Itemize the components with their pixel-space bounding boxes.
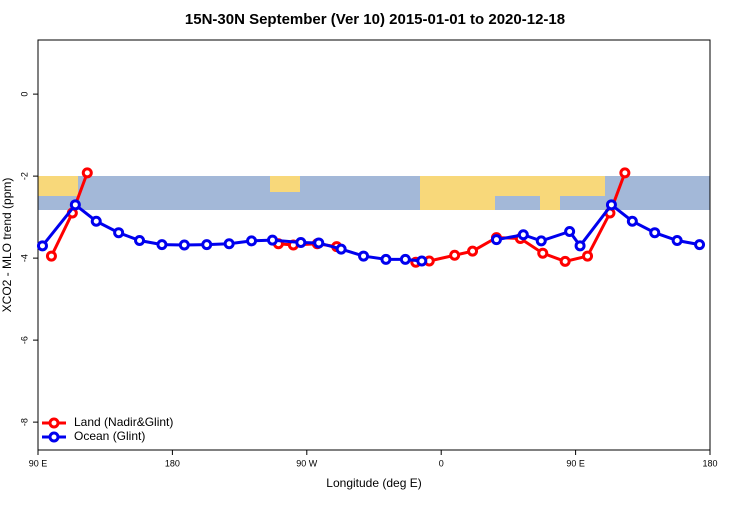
point xyxy=(649,227,661,239)
point xyxy=(36,240,48,252)
x-axis-label: Longitude (deg E) xyxy=(326,476,421,490)
point xyxy=(246,235,258,247)
legend-label: Ocean (Glint) xyxy=(74,429,145,443)
point xyxy=(81,167,93,179)
point xyxy=(537,247,549,259)
point xyxy=(605,199,617,211)
y-tick-label: -4 xyxy=(19,254,29,262)
point xyxy=(449,249,461,261)
point xyxy=(156,239,168,251)
point xyxy=(574,240,586,252)
legend-label: Land (Nadir&Glint) xyxy=(74,415,173,429)
x-tick-label: 180 xyxy=(702,458,717,468)
point xyxy=(358,250,370,262)
point xyxy=(134,234,146,246)
point xyxy=(582,250,594,262)
y-tick-label: -6 xyxy=(19,336,29,344)
point xyxy=(619,167,631,179)
point xyxy=(467,245,479,257)
point xyxy=(45,250,57,262)
y-tick-label: 0 xyxy=(19,92,29,97)
y-tick-label: -8 xyxy=(19,418,29,426)
point xyxy=(295,237,307,249)
point xyxy=(517,229,529,241)
point xyxy=(416,255,428,267)
x-tick-label: 90 E xyxy=(29,458,48,468)
chart-title: 15N-30N September (Ver 10) 2015-01-01 to… xyxy=(185,11,565,28)
point xyxy=(399,253,411,265)
x-tick-label: 90 E xyxy=(566,458,585,468)
map-band xyxy=(38,176,710,210)
x-tick-label: 90 W xyxy=(296,458,318,468)
point xyxy=(535,235,547,247)
point xyxy=(69,199,81,211)
point xyxy=(564,225,576,237)
point xyxy=(490,234,502,246)
y-axis-label: XCO2 - MLO trend (ppm) xyxy=(0,178,14,313)
point xyxy=(313,237,325,249)
point xyxy=(559,255,571,267)
point xyxy=(380,253,392,265)
legend-marker xyxy=(48,417,60,429)
y-tick-label: -2 xyxy=(19,172,29,180)
point xyxy=(178,239,190,251)
point xyxy=(694,239,706,251)
point xyxy=(335,243,347,255)
point xyxy=(201,239,213,251)
point xyxy=(223,238,235,250)
point xyxy=(626,215,638,227)
x-tick-label: 180 xyxy=(165,458,180,468)
point xyxy=(671,234,683,246)
legend-marker xyxy=(48,431,60,443)
point xyxy=(113,227,125,239)
point xyxy=(266,234,278,246)
point xyxy=(90,215,102,227)
x-tick-label: 0 xyxy=(439,458,444,468)
